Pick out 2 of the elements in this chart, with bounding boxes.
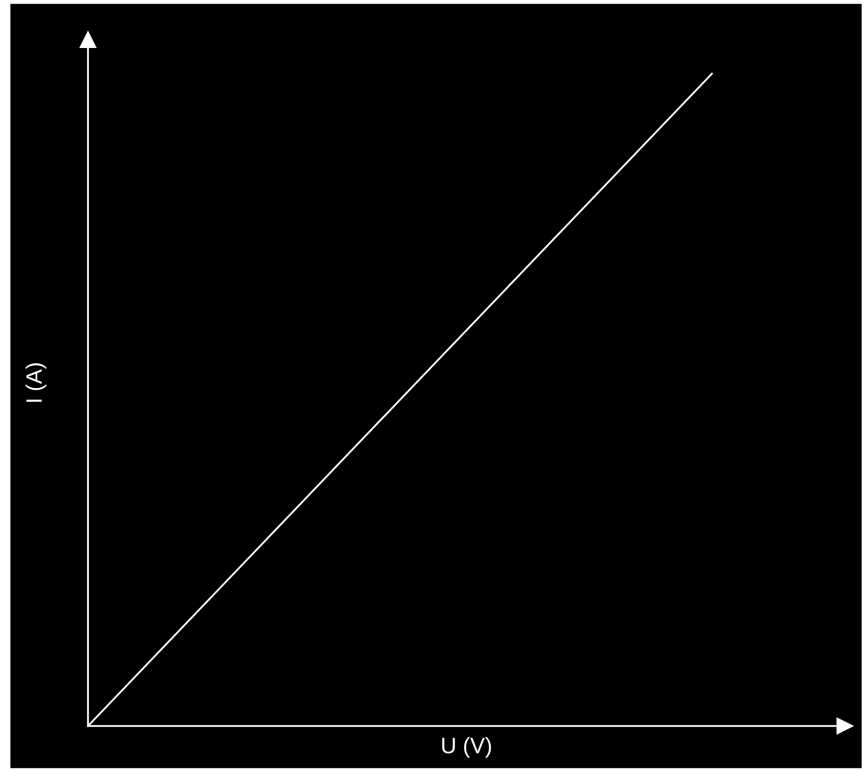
y-axis-title: I (A) <box>26 363 46 402</box>
x-axis-title: U (V) <box>442 737 491 758</box>
